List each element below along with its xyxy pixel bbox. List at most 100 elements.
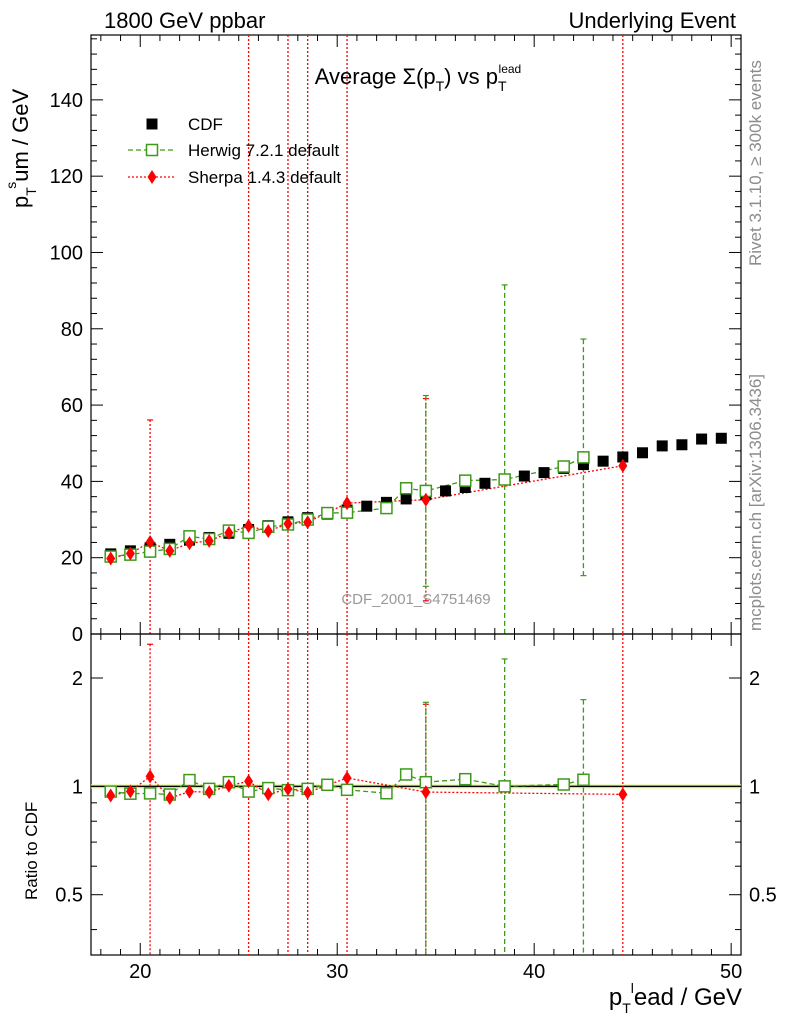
herwig-point xyxy=(458,474,472,487)
cdf-point xyxy=(361,500,373,512)
y-tick-label: 0 xyxy=(72,624,83,646)
herwig-point xyxy=(577,451,590,464)
cdf-point xyxy=(696,433,708,445)
cdf-point xyxy=(637,447,649,459)
x-axis-label: pTlead / GeV xyxy=(608,980,742,1016)
sherpa-ratio-point xyxy=(125,784,135,799)
cdf-point xyxy=(656,440,668,452)
sherpa-ratio-point xyxy=(145,769,155,784)
sherpa-ratio-point xyxy=(244,774,254,789)
sherpa-ratio-point xyxy=(184,784,194,799)
ratio-panel: 20 30 40 50 0.5 0.5 1 1 2 2 xyxy=(55,633,777,983)
sherpa-point xyxy=(303,515,313,530)
sherpa-point xyxy=(204,533,214,548)
cdf-point xyxy=(479,477,491,489)
sherpa-line xyxy=(110,465,623,560)
cdf-point xyxy=(577,459,589,471)
herwig-ratio-point xyxy=(557,778,570,791)
y-tick-label: 20 xyxy=(61,548,83,570)
legend-cdf-marker xyxy=(146,118,158,130)
x-tick-label: 40 xyxy=(523,961,545,983)
sherpa-point xyxy=(145,535,155,550)
herwig-ratio-point xyxy=(183,773,196,787)
herwig-point xyxy=(557,460,570,473)
ratio-y-tick-label: 2 xyxy=(749,668,760,690)
y-tick-label: 60 xyxy=(61,395,83,417)
ratio-y-tick-label: 2 xyxy=(72,668,83,690)
herwig-ratio-point xyxy=(577,773,590,787)
herwig-ratio-point xyxy=(321,778,334,792)
y-axis-label: pTsum / GeV xyxy=(3,88,39,208)
chart-title: Average Σ(pT) vs pTlead xyxy=(315,62,521,94)
sherpa-point xyxy=(421,492,431,507)
y-tick-label: 140 xyxy=(50,90,83,112)
herwig-ratio-point xyxy=(498,780,511,793)
ratio-y-tick-label: 1 xyxy=(72,776,83,798)
watermark: CDF_2001_S4751469 xyxy=(341,591,490,608)
x-tick-label: 30 xyxy=(326,961,348,983)
cdf-point xyxy=(538,467,550,479)
sherpa-ratio-point xyxy=(303,785,313,800)
sherpa-point xyxy=(106,551,116,566)
herwig-ratio-point xyxy=(143,787,157,800)
sherpa-ratio-point xyxy=(283,782,293,797)
y-tick-label: 80 xyxy=(61,319,83,341)
sherpa-point xyxy=(224,525,234,540)
sherpa-point xyxy=(125,546,135,561)
herwig-ratio-point xyxy=(340,783,354,797)
herwig-ratio-point xyxy=(399,768,413,781)
sherpa-ratio-point xyxy=(618,787,628,802)
cdf-point xyxy=(459,481,471,493)
y-tick-label: 40 xyxy=(61,471,83,493)
cdf-point xyxy=(676,439,688,451)
cdf-point xyxy=(518,470,530,482)
header-left: 1800 GeV ppbar xyxy=(104,8,266,33)
legend-label: Herwig 7.2.1 default xyxy=(188,141,339,160)
sherpa-point xyxy=(165,543,175,558)
sherpa-ratio-line xyxy=(110,775,623,799)
sherpa-ratio-point xyxy=(204,785,214,800)
mcplots-label: mcplots.cern.ch [arXiv:1306.3436] xyxy=(746,373,765,631)
sherpa-point xyxy=(618,458,628,473)
sherpa-ratio-point xyxy=(342,770,352,785)
y-tick-label: 120 xyxy=(50,166,83,188)
herwig-point xyxy=(321,506,334,520)
sherpa-ratio-point xyxy=(106,788,116,803)
herwig-ratio-point xyxy=(458,772,472,786)
herwig-point xyxy=(399,482,413,495)
legend: CDF Herwig 7.2.1 default Sherpa 1.4.3 defa… xyxy=(128,115,341,187)
sherpa-ratio-point xyxy=(263,787,273,802)
sherpa-point xyxy=(342,496,352,511)
y-tick-label: 100 xyxy=(50,242,83,264)
legend-label: CDF xyxy=(188,115,223,134)
herwig-ratio-line xyxy=(110,773,584,796)
ratio-y-tick-label: 0.5 xyxy=(749,885,777,907)
cdf-point xyxy=(400,493,412,505)
rivet-label: Rivet 3.1.10, ≥ 300k events xyxy=(746,60,765,266)
ratio-y-tick-label: 0.5 xyxy=(55,885,83,907)
legend-sherpa-marker xyxy=(147,170,157,184)
cdf-point xyxy=(715,432,727,444)
x-tick-label: 20 xyxy=(129,961,151,983)
ratio-y-tick-label: 1 xyxy=(749,776,760,798)
legend-label: Sherpa 1.4.3 default xyxy=(188,168,341,187)
herwig-point xyxy=(498,473,511,486)
sherpa-point xyxy=(244,519,254,534)
sherpa-ratio-point xyxy=(224,778,234,793)
cdf-point xyxy=(617,451,629,463)
sherpa-point xyxy=(283,516,293,531)
ratio-axis-label: Ratio to CDF xyxy=(22,801,41,900)
herwig-line xyxy=(110,456,584,558)
sherpa-ratio-point xyxy=(421,785,431,800)
herwig-point xyxy=(380,501,393,515)
x-tick-label: 50 xyxy=(720,961,742,983)
legend-herwig-marker xyxy=(145,143,159,157)
sherpa-point xyxy=(184,536,194,551)
header-right: Underlying Event xyxy=(568,8,736,33)
sherpa-ratio-point xyxy=(165,791,175,806)
cdf-point xyxy=(597,455,609,467)
main-panel: 0 20 40 60 80 100 120 140 CDF Herwig 7.2.1 defaul… xyxy=(50,34,742,646)
cdf-point xyxy=(440,485,452,497)
sherpa-point xyxy=(263,523,273,538)
